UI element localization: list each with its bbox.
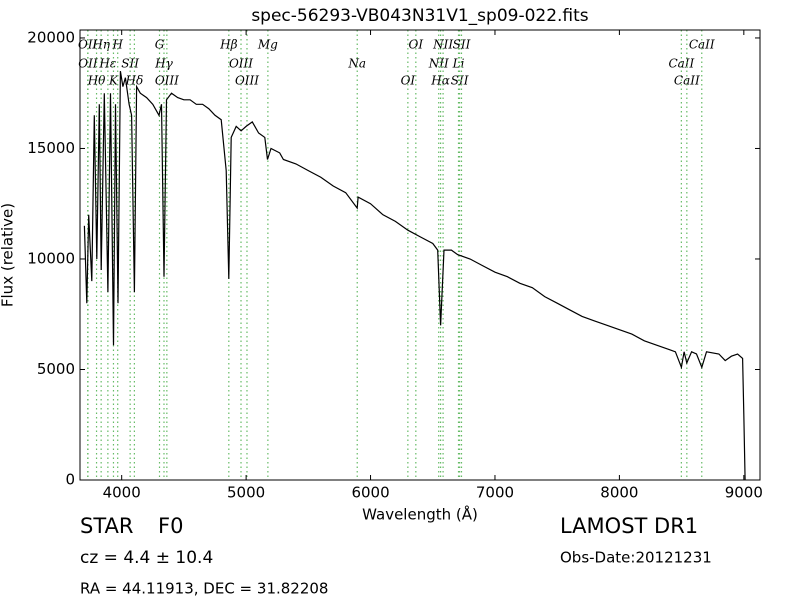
x-tick-label: 6000 (351, 484, 389, 502)
y-axis-label: Flux (relative) (0, 203, 17, 307)
spectral-line-label: SII (453, 38, 471, 52)
redshift: cz = 4.4 ± 10.4 (80, 548, 213, 568)
spectral-line-label: SII (121, 57, 139, 71)
spectral-line-label: Hδ (125, 74, 144, 88)
y-tick-label: 20000 (27, 28, 75, 46)
spectral-line-label: OIII (155, 74, 179, 88)
y-tick-label: 10000 (27, 249, 75, 267)
chart-title: spec-56293-VB043N31V1_sp09-022.fits (251, 6, 588, 26)
spectral-line-label: Na (347, 57, 366, 71)
spectral-line-label: Hβ (219, 38, 237, 52)
spectral-line-label: Hη (91, 38, 110, 52)
spectral-line-label: OIII (235, 74, 259, 88)
y-tick-label: 5000 (37, 360, 75, 378)
class: STAR (80, 514, 133, 538)
spectral-line-label: K (108, 74, 119, 88)
spectral-line-label: OI (409, 38, 424, 52)
spectral-line-label: OI (401, 74, 416, 88)
coordinates: RA = 44.11913, DEC = 31.82208 (80, 580, 328, 598)
spectral-line-label: Hθ (87, 74, 106, 88)
spectrum (83, 71, 746, 481)
x-tick-label: 8000 (600, 484, 638, 502)
x-tick-label: 4000 (103, 484, 141, 502)
spectral-line-label: Li (452, 57, 465, 71)
x-tick-label: 7000 (476, 484, 514, 502)
x-axis-label: Wavelength (Å) (362, 505, 478, 524)
y-tick-label: 0 (65, 471, 75, 489)
release: LAMOST DR1 (560, 514, 698, 538)
spectral-line-label: CaII (668, 57, 694, 71)
spectral-line-label: Mg (257, 38, 278, 52)
spectral-line-label: G (155, 38, 165, 52)
spectral-line-label: CaII (674, 74, 700, 88)
y-tick-label: 15000 (27, 139, 75, 157)
x-tick-label: 5000 (227, 484, 265, 502)
spectral-line-label: H (111, 38, 123, 52)
spectral-line-label: NII (428, 57, 449, 71)
subclass: F0 (158, 514, 183, 538)
spectral-line-label: Hε (98, 57, 116, 71)
spectral-line-label: Hα (430, 74, 450, 88)
spectral-line-label: CaII (689, 38, 715, 52)
x-tick-label: 9000 (725, 484, 763, 502)
spectral-line-label: OIII (229, 57, 253, 71)
obs-date: Obs-Date:20121231 (560, 549, 712, 567)
spectral-line-label: Hγ (154, 57, 173, 71)
plot-frame (79, 29, 761, 481)
spectral-line-label: SII (451, 74, 469, 88)
spectral-line-label: OII (78, 57, 98, 71)
spectral-line-label: NII (432, 38, 453, 52)
